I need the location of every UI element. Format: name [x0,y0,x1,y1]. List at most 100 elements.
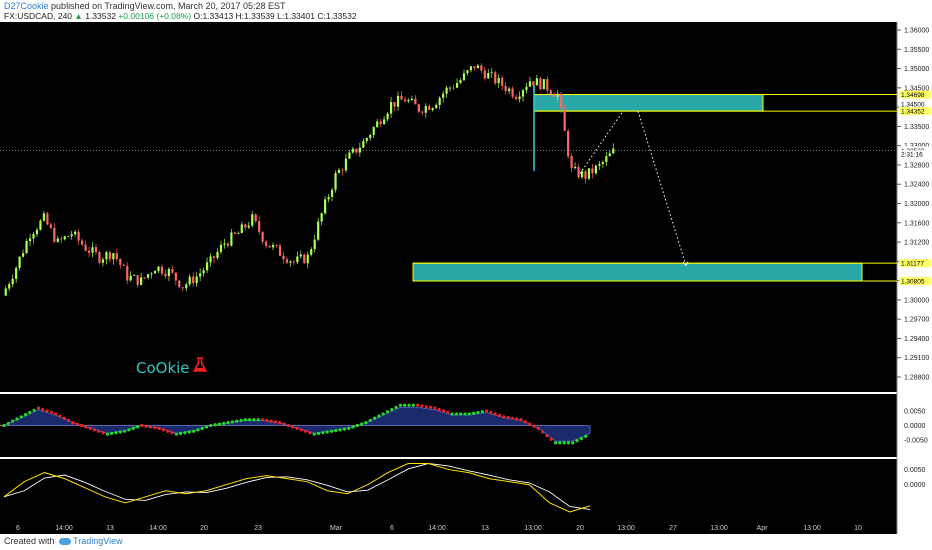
candle-body [143,277,146,279]
time-axis[interactable] [0,521,897,534]
candle-body [32,234,35,239]
osc1-dot [372,416,377,420]
candle-body [63,236,66,240]
tradingview-logo-icon [59,538,72,546]
candle-body [542,79,545,90]
osc1-dot [407,403,411,407]
candle-body [271,244,275,248]
osc1-dot [334,428,338,433]
tradingview-link[interactable]: TradingView [73,536,123,546]
main-pane[interactable] [0,22,897,392]
candle-body [337,169,341,174]
candle-body [60,238,63,240]
candle-body [153,271,157,274]
candle-body [549,90,552,95]
flask-icon [192,357,208,372]
candle-body [386,113,389,120]
osc2-signal-line [3,463,591,510]
x-tick-label: 6 [390,525,394,532]
osc1-dot [252,418,256,422]
price-tag-label: 1.34500 [901,101,925,108]
osc2-tick-label: 0.0050 [904,467,926,474]
osc1-dot [433,406,437,410]
candle-body [87,250,91,253]
author-link[interactable]: D27Cookie [4,1,49,11]
price-tag-bg [899,259,931,268]
y-tick-label: 1.29400 [904,336,929,343]
last-price: 1.33532 [85,11,116,21]
candle-body [205,262,209,271]
y-tick-label: 1.31600 [904,220,929,227]
osc1-dot [144,424,148,428]
osc1-dot [338,428,342,432]
candle-body [212,256,216,258]
osc1-dot [472,411,476,415]
candle-body [560,93,563,109]
candle-body [81,240,84,245]
candle-body [320,213,323,222]
candle-body [244,224,247,228]
candle-body [341,169,344,171]
price-tag-label: 1.34352 [901,109,925,116]
osc1-dot [256,418,260,422]
x-tick-label: 13:00 [617,525,635,532]
candle-body [421,111,424,113]
osc1-dot [329,429,334,433]
candle-body [414,98,417,105]
candle-body [226,243,230,246]
candle-body [598,163,601,166]
osc1-dot [19,415,23,419]
created-with-text: Created with [4,536,55,546]
candle-body [275,244,278,246]
candle-body [223,243,226,245]
candle-body [292,261,295,263]
candle-body [42,213,46,221]
osc1-dot [278,421,282,425]
x-tick-label: Apr [757,525,769,532]
candle-body [108,252,111,260]
osc1-dot [558,441,562,445]
osc1-dot [36,406,41,410]
y-tick-label: 1.30000 [904,297,929,304]
symbol-label[interactable]: FX:USDCAD, 240 [4,11,73,21]
candle-body [355,148,358,153]
candle-body [379,121,382,125]
candle-body [98,252,101,263]
osc1-dot [170,431,174,435]
candle-body [480,65,483,71]
footer: Created with TradingView [4,536,123,546]
candle-body [469,66,473,71]
osc1-dot [377,414,381,418]
candle-body [466,70,469,74]
osc1-dot [390,407,394,412]
candle-body [431,108,434,110]
osc1-dot [243,418,247,422]
candle-body [521,90,525,97]
candle-body [504,85,507,92]
candle-body [202,270,205,274]
osc1-dot [79,423,84,428]
candle-body [174,272,177,281]
osc1-dot [515,417,519,421]
candle-body [84,244,87,251]
chart-canvas[interactable]: 1.360001.355001.350001.345001.340001.335… [0,22,932,534]
candle-body [265,241,268,246]
candle-body [306,254,309,264]
candle-body [112,253,115,260]
candle-body [150,273,153,275]
osc1-dot [230,420,234,424]
osc2-pane[interactable] [0,459,897,521]
osc1-dot [446,410,450,415]
candle-body [376,121,379,128]
candle-body [21,253,25,257]
price-tag-label: 1.34698 [901,92,925,99]
osc1-dot [347,426,351,430]
osc1-dot [549,437,553,441]
candle-body [230,232,233,246]
y-tick-label: 1.36000 [904,28,929,35]
candle-body [261,231,264,242]
osc1-dot [153,426,157,430]
osc1-dot [226,421,230,425]
osc1-dot [166,429,170,433]
y-tick-label: 1.32800 [904,162,929,169]
